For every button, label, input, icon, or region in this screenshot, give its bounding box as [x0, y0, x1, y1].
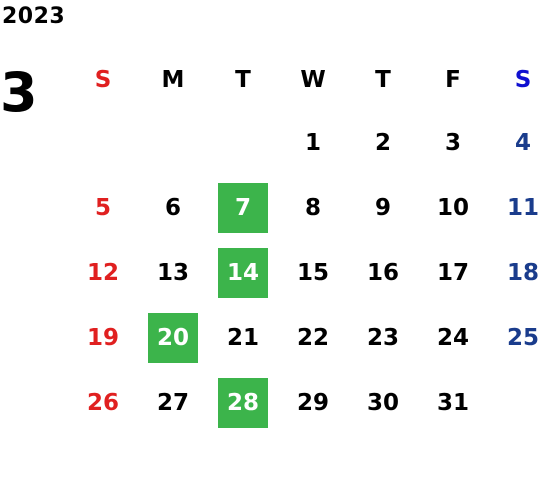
calendar-day-label: 6	[164, 194, 181, 221]
calendar-day-1[interactable]: 1	[278, 110, 348, 175]
calendar-day-label: 8	[304, 194, 321, 221]
calendar-day-label: 15	[296, 259, 329, 286]
calendar-day-label: 30	[366, 389, 399, 416]
calendar-day-19[interactable]: 19	[68, 305, 138, 370]
calendar-day-label: 14	[218, 247, 268, 298]
calendar-day-28[interactable]: 28	[208, 370, 278, 435]
calendar-day-label: 13	[156, 259, 189, 286]
calendar-day-16[interactable]: 16	[348, 240, 418, 305]
weekday-header-friday: F	[445, 67, 461, 93]
calendar-day-label: 12	[86, 259, 119, 286]
calendar-day-3[interactable]: 3	[418, 110, 488, 175]
calendar-day-30[interactable]: 30	[348, 370, 418, 435]
calendar-day-8[interactable]: 8	[278, 175, 348, 240]
calendar-day-22[interactable]: 22	[278, 305, 348, 370]
calendar-day-label: 9	[374, 194, 391, 221]
calendar-day-label: 22	[296, 324, 329, 351]
calendar-day-label: 21	[226, 324, 259, 351]
year-label: 2023	[2, 4, 66, 29]
calendar-day-label: 19	[86, 324, 119, 351]
calendar-day-6[interactable]: 6	[138, 175, 208, 240]
calendar-day-label: 1	[304, 129, 321, 156]
calendar-day-label: 26	[86, 389, 119, 416]
calendar-day-label: 25	[506, 324, 539, 351]
calendar-day-label: 23	[366, 324, 399, 351]
calendar-day-4[interactable]: 4	[488, 110, 548, 175]
weekday-header-wednesday: W	[300, 67, 326, 93]
calendar-day-label: 24	[436, 324, 469, 351]
calendar-day-24[interactable]: 24	[418, 305, 488, 370]
calendar-day-label: 4	[514, 129, 531, 156]
calendar-day-17[interactable]: 17	[418, 240, 488, 305]
weekday-header-tuesday: T	[235, 67, 251, 93]
calendar-day-14[interactable]: 14	[208, 240, 278, 305]
calendar-day-label: 16	[366, 259, 399, 286]
calendar-day-9[interactable]: 9	[348, 175, 418, 240]
calendar-day-7[interactable]: 7	[208, 175, 278, 240]
calendar-day-21[interactable]: 21	[208, 305, 278, 370]
weekday-header-thursday: T	[375, 67, 391, 93]
calendar-day-27[interactable]: 27	[138, 370, 208, 435]
calendar-day-label: 20	[148, 312, 198, 363]
calendar-day-13[interactable]: 13	[138, 240, 208, 305]
calendar-day-12[interactable]: 12	[68, 240, 138, 305]
calendar-day-5[interactable]: 5	[68, 175, 138, 240]
calendar-day-label: 3	[444, 129, 461, 156]
calendar-day-label: 28	[218, 377, 268, 428]
calendar-day-10[interactable]: 10	[418, 175, 488, 240]
month-number: 3	[0, 61, 38, 124]
calendar-day-label: 5	[94, 194, 111, 221]
calendar-day-label: 17	[436, 259, 469, 286]
calendar-day-11[interactable]: 11	[488, 175, 548, 240]
calendar-day-label: 7	[218, 182, 268, 233]
calendar-day-29[interactable]: 29	[278, 370, 348, 435]
calendar-day-31[interactable]: 31	[418, 370, 488, 435]
calendar-day-label: 2	[374, 129, 391, 156]
calendar-day-25[interactable]: 25	[488, 305, 548, 370]
calendar-day-15[interactable]: 15	[278, 240, 348, 305]
calendar-day-26[interactable]: 26	[68, 370, 138, 435]
calendar-grid: S M T W T F S 1 2 3 4 5 6 7 8 9 10 11 12 13 14 15 16 17 1…	[68, 50, 548, 435]
calendar-day-18[interactable]: 18	[488, 240, 548, 305]
calendar-day-label: 31	[436, 389, 469, 416]
calendar-day-label: 27	[156, 389, 189, 416]
calendar-day-label: 10	[436, 194, 469, 221]
calendar-day-20[interactable]: 20	[138, 305, 208, 370]
weekday-header-saturday: S	[514, 67, 532, 93]
weekday-header-monday: M	[161, 67, 185, 93]
calendar-day-2[interactable]: 2	[348, 110, 418, 175]
calendar-day-label: 11	[506, 194, 539, 221]
calendar-day-label: 18	[506, 259, 539, 286]
calendar-day-23[interactable]: 23	[348, 305, 418, 370]
weekday-header-sunday: S	[94, 67, 112, 93]
calendar-day-label: 29	[296, 389, 329, 416]
